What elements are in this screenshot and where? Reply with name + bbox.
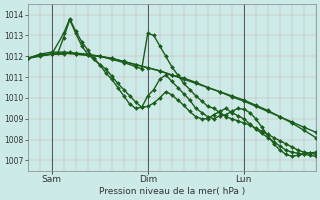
X-axis label: Pression niveau de la mer( hPa ): Pression niveau de la mer( hPa ) — [99, 187, 245, 196]
